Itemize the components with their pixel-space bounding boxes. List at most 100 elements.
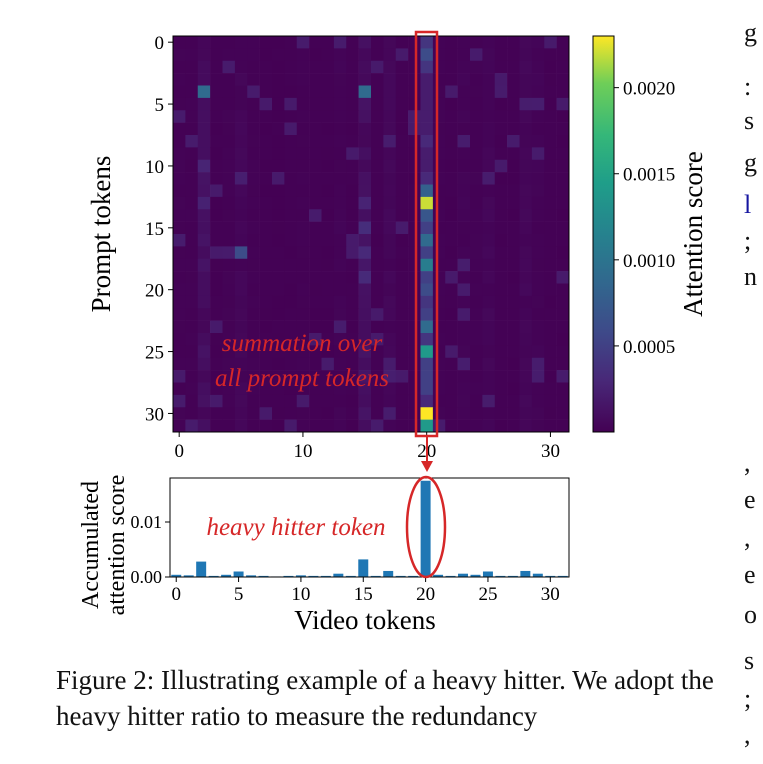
heatmap-cell	[346, 382, 359, 396]
heatmap-cell	[284, 196, 298, 210]
heatmap-cell	[346, 184, 359, 198]
heatmap-cell	[544, 48, 557, 62]
heatmap-cell	[284, 184, 298, 198]
heatmap-cell	[556, 85, 570, 99]
bar	[445, 575, 456, 577]
heatmap-cell	[383, 147, 397, 161]
heatmap-cell	[457, 333, 471, 346]
heatmap-cell	[321, 345, 335, 359]
heatmap-cell	[222, 60, 236, 74]
heatmap-cell	[408, 258, 421, 272]
heatmap-cell	[259, 221, 273, 235]
heatmap-cell	[333, 234, 347, 247]
bar-series	[171, 480, 568, 577]
heatmap-cell	[321, 320, 335, 334]
heatmap-cell	[420, 258, 434, 272]
heatmap-cell	[272, 419, 285, 433]
heatmap-cell	[494, 370, 508, 383]
heatmap-cell	[234, 73, 248, 86]
bar	[557, 575, 568, 577]
heatmap-cell	[395, 345, 409, 359]
heatmap-cell	[210, 271, 223, 284]
heatmap-cell	[556, 382, 570, 396]
heatmap-cell	[519, 221, 533, 235]
heatmap-cell	[247, 209, 260, 222]
heatmap-cell	[284, 345, 298, 359]
bar	[408, 575, 419, 577]
heatmap-cell	[272, 370, 285, 383]
heatmap-cell	[210, 258, 223, 272]
heatmap-cell	[556, 36, 570, 49]
heatmap-cell	[420, 357, 434, 371]
bar	[383, 570, 394, 577]
bar-x-tick-label: 25	[478, 584, 497, 605]
heatmap-cell	[371, 271, 384, 284]
heatmap-cell	[494, 345, 508, 359]
heatmap-cell	[346, 345, 359, 359]
heatmap-cell	[494, 258, 508, 272]
heatmap-cell	[445, 407, 458, 420]
heatmap-cell	[234, 246, 248, 260]
heatmap-cell	[210, 357, 223, 371]
bar-chart: 0 5 10 15 20 25 30 0.00 0.01 Video tokens Accum…	[78, 475, 570, 635]
heatmap-cell	[284, 234, 298, 247]
heatmap-y-tick-label: 25	[145, 343, 164, 364]
bar	[507, 575, 518, 577]
heatmap-cell	[395, 172, 409, 185]
heatmap-cell	[321, 209, 335, 222]
heatmap-cell	[432, 320, 446, 334]
heatmap-cell	[321, 122, 335, 136]
heatmap-cell	[507, 172, 520, 185]
heatmap-cell	[383, 221, 397, 235]
heatmap-cell	[210, 184, 223, 198]
heatmap-cell	[556, 209, 570, 222]
heatmap-cell	[358, 246, 372, 260]
heatmap-cell	[222, 407, 236, 420]
heatmap-cell	[259, 110, 273, 123]
heatmap-cell	[445, 122, 458, 136]
heatmap-cell	[470, 196, 483, 210]
heatmap-cell	[507, 221, 520, 235]
heatmap-cell	[173, 36, 186, 49]
heatmap-cell	[420, 122, 434, 136]
heatmap-cell	[470, 419, 483, 433]
heatmap-cell	[185, 394, 199, 408]
heatmap-cell	[296, 110, 310, 123]
heatmap-cell	[234, 221, 248, 235]
heatmap-cell	[222, 283, 236, 297]
heatmap-cell	[309, 345, 322, 359]
cropped-edge-character: n	[744, 262, 757, 291]
heatmap-cell	[309, 60, 322, 74]
heatmap-cell	[296, 73, 310, 86]
heatmap-cell	[197, 97, 211, 111]
heatmap-cell	[321, 308, 335, 321]
heatmap-cell	[173, 295, 186, 309]
heatmap-cell	[259, 357, 273, 371]
heatmap-cell	[420, 60, 434, 74]
heatmap-cell	[185, 172, 199, 185]
heatmap-cell	[519, 246, 533, 260]
heatmap-cell	[234, 308, 248, 321]
heatmap-cell	[445, 271, 458, 284]
heatmap-cell	[482, 172, 496, 185]
heatmap-cell	[333, 36, 347, 49]
heatmap-cell	[482, 85, 496, 99]
heatmap-cell	[531, 73, 545, 86]
heatmap-cell	[470, 258, 483, 272]
heatmap-cell	[234, 159, 248, 173]
heatmap-cell	[346, 271, 359, 284]
heatmap-cell	[321, 184, 335, 198]
heatmap-cell	[494, 308, 508, 321]
heatmap-cell	[519, 85, 533, 99]
heatmap-cell	[395, 110, 409, 123]
heatmap-cell	[309, 135, 322, 148]
heatmap-cell	[259, 407, 273, 420]
heatmap-cell	[482, 382, 496, 396]
heatmap-cell	[321, 73, 335, 86]
heatmap-cell	[346, 394, 359, 408]
heatmap-cell	[482, 122, 496, 136]
heatmap-cell	[457, 407, 471, 420]
heatmap-cell	[482, 110, 496, 123]
heatmap-cell	[445, 48, 458, 62]
heatmap-cell	[544, 85, 557, 99]
